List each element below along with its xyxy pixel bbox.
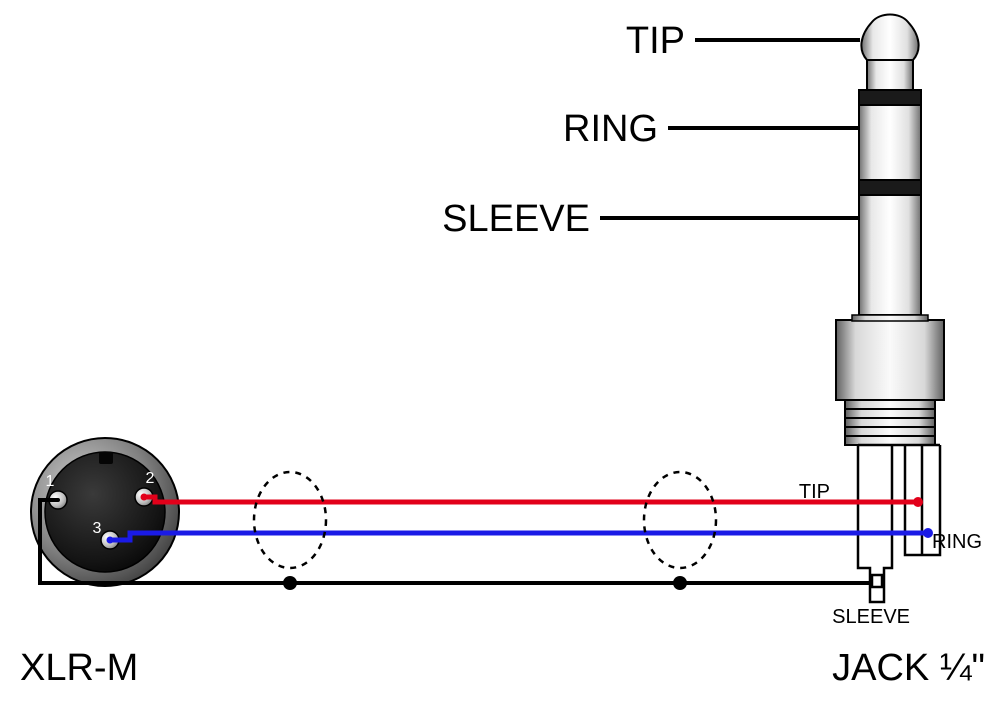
small-label-tip: TIP: [799, 481, 830, 503]
label-tip: TIP: [626, 20, 685, 62]
small-label-sleeve: SLEEVE: [832, 606, 910, 628]
label-sleeve: SLEEVE: [442, 198, 590, 240]
jack-insulator-tip: [859, 90, 921, 105]
shield-loop-1: [254, 472, 326, 568]
label-jack: JACK ¼": [832, 647, 985, 689]
xlr-pin-3-label: 3: [93, 520, 102, 537]
xlr-pin-1-label: 1: [46, 473, 55, 490]
wire-ring: [110, 533, 928, 540]
jack-insulator-ring: [859, 180, 921, 195]
label-xlr-m: XLR-M: [20, 647, 138, 689]
small-label-ring: RING: [932, 531, 982, 553]
jack-tip-bulb: [861, 15, 918, 61]
jack-collar: [836, 320, 944, 400]
shield-node-2: [673, 576, 687, 590]
jack-terminal-body: [858, 445, 940, 602]
jack-threads: [845, 400, 935, 445]
xlr-connector: 1 2 3: [31, 438, 179, 586]
wire-tip-end-dot: [913, 497, 923, 507]
shield-node-1: [283, 576, 297, 590]
jack-sleeve-section: [859, 195, 921, 315]
xlr-key: [99, 452, 113, 464]
wiring-diagram: TIP RING SLEEVE 1 2 3: [0, 0, 1000, 713]
jack-plug: [836, 15, 944, 603]
label-ring: RING: [563, 108, 658, 150]
shield-loops: [254, 472, 716, 568]
jack-collar-step: [852, 315, 928, 321]
jack-tip-stem: [867, 60, 913, 90]
jack-ring-section: [859, 105, 921, 180]
xlr-pin-2-label: 2: [146, 470, 155, 487]
shield-loop-2: [644, 472, 716, 568]
